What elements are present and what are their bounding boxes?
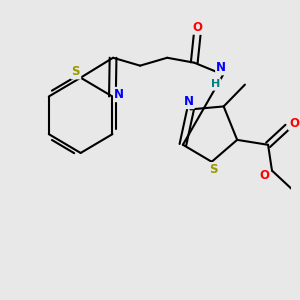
- Text: H: H: [211, 80, 220, 89]
- Text: N: N: [184, 95, 194, 108]
- Text: N: N: [114, 88, 124, 101]
- Text: S: S: [72, 65, 80, 78]
- Text: S: S: [209, 163, 218, 176]
- Text: O: O: [259, 169, 269, 182]
- Text: O: O: [289, 116, 299, 130]
- Text: O: O: [192, 20, 202, 34]
- Text: N: N: [216, 61, 226, 74]
